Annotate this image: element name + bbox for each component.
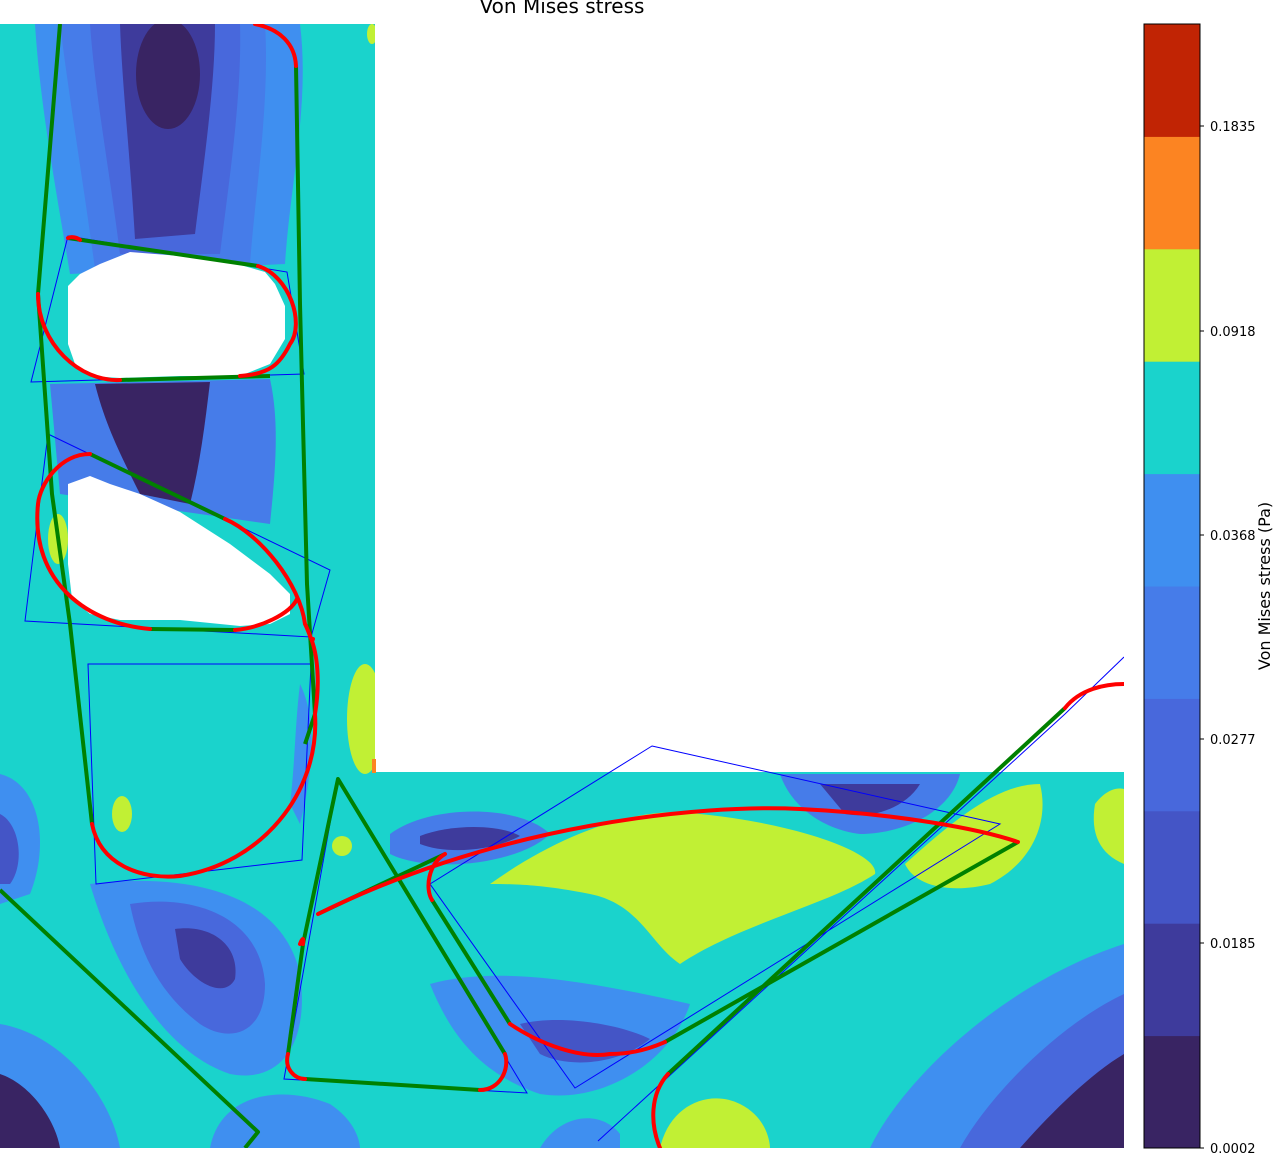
- colorbar-tick-label: 0.1835: [1210, 120, 1256, 135]
- stress-region-left-edge-deep: [0, 814, 19, 884]
- stress-region-high-left-3: [332, 836, 352, 856]
- colorbar-band: [1144, 586, 1200, 699]
- void-edge-mark: [372, 759, 376, 773]
- contour-triangle-tip: [298, 937, 306, 946]
- colorbar-frame: [1143, 23, 1201, 1149]
- outer-path-diagonal-left: [0, 888, 260, 1148]
- stress-region-mid-upper-deep: [420, 827, 520, 851]
- colorbar-tick-label: 0.0368: [1210, 529, 1256, 544]
- outer-path-long-diagonal: [666, 706, 1067, 1076]
- outer-path-lower-hole: [89, 452, 226, 521]
- hole-upper: [68, 252, 285, 378]
- stress-region-bottom-left-corner-deep: [0, 1074, 60, 1148]
- colorbar-band: [1144, 136, 1200, 250]
- hole-lower: [68, 476, 290, 626]
- colorbar-ticks: 0.0002 0.0185 0.0277 0.0368 0.0918 0.183…: [1200, 120, 1256, 1156]
- void-region: [375, 24, 1124, 772]
- outer-path-mid-right: [664, 840, 1019, 1044]
- colorbar-band: [1144, 698, 1200, 812]
- outer-path-triangle-bottom: [304, 1077, 481, 1092]
- frame-right: [597, 656, 1124, 1142]
- contour-right-edge: [1063, 682, 1124, 710]
- outer-path-lower-hole-bottom: [149, 627, 236, 632]
- outer-path-mid-diagonal: [430, 898, 512, 1026]
- stress-region-right-strip: [290, 684, 312, 824]
- stress-region-high-bottom: [660, 1098, 770, 1148]
- colorbar-band: [1144, 361, 1200, 475]
- colorbar-tick-label: 0.0277: [1210, 733, 1256, 748]
- contour-triangle-bottom-left: [285, 1052, 307, 1081]
- contour-large-bottom: [90, 634, 320, 879]
- contour-top-right-corner: [253, 24, 298, 68]
- plot-title: Von Mises stress: [479, 0, 645, 18]
- outer-path-left-column: [36, 24, 94, 825]
- stress-region-bottom-center: [210, 1094, 360, 1148]
- outer-path-upper-hole: [67, 236, 259, 268]
- outer-path-triangle: [301, 777, 507, 1056]
- colorbar-band: [1144, 810, 1200, 924]
- high-stress-regions: [48, 24, 1124, 1148]
- contour-triangle-bottom-right: [478, 1052, 509, 1092]
- stress-region-high-left-1: [347, 664, 383, 774]
- colorbar-band: [1144, 24, 1200, 137]
- colorbar-band: [1144, 473, 1200, 587]
- colorbar-band: [1144, 923, 1200, 1037]
- colorbar-axis-label: Von Mises stress (Pa): [1255, 502, 1274, 670]
- outer-path-triangle-left: [286, 943, 305, 1055]
- stress-region-bottom-mid: [540, 1118, 620, 1148]
- stress-region-bottom-right-deep: [1020, 1054, 1124, 1148]
- contour-lower-hole-bottom: [233, 597, 299, 632]
- stress-region-high-small: [367, 24, 377, 44]
- outer-path-right-column: [294, 65, 317, 745]
- contour-long-arc: [316, 806, 1020, 916]
- stress-region-high-right-edge: [1093, 788, 1124, 864]
- contour-bottom-right: [651, 1072, 670, 1148]
- stress-region-top-right-deep: [820, 784, 920, 816]
- colorbar-tick-label: 0.0185: [1210, 937, 1256, 952]
- stress-region-high-center: [490, 812, 876, 964]
- colorbar-band: [1144, 1035, 1200, 1149]
- contour-lower-hole: [35, 452, 152, 631]
- inner-contours: [35, 24, 1124, 1148]
- colorbar-tick-label: 0.0002: [1210, 1142, 1256, 1156]
- stress-region-between-holes-deep: [95, 382, 210, 504]
- outer-paths: [0, 24, 1067, 1148]
- contour-upper-hole-right: [238, 264, 298, 378]
- frame-middle: [429, 745, 1002, 1089]
- colorbar-band: [1144, 248, 1200, 362]
- colorbar-bands: [1144, 24, 1200, 1149]
- colorbar-tick-label: 0.0918: [1210, 325, 1256, 340]
- stress-region-top-min: [136, 24, 200, 129]
- stress-region-high-left-2: [112, 796, 132, 832]
- contour-mid-bottom: [508, 1022, 667, 1057]
- contour-upper-hole-left: [36, 292, 122, 383]
- colorbar: 0.0002 0.0185 0.0277 0.0368 0.0918 0.183…: [1143, 23, 1274, 1156]
- contour-mid-left-bend: [426, 852, 447, 902]
- stress-region-lower-left-deep: [175, 928, 236, 989]
- stress-field-plot: [0, 24, 1124, 1148]
- contour-upper-hole-top: [66, 235, 82, 242]
